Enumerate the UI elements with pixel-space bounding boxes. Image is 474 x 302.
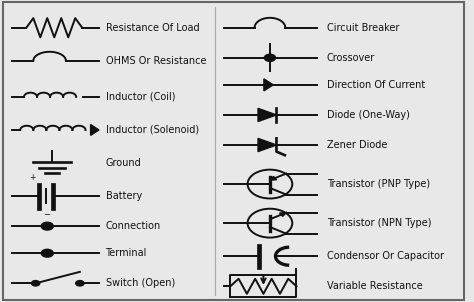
Polygon shape xyxy=(264,79,273,91)
Text: Resistance Of Load: Resistance Of Load xyxy=(106,23,199,33)
Polygon shape xyxy=(280,213,286,216)
Text: Connection: Connection xyxy=(106,221,161,231)
Text: Variable Resistance: Variable Resistance xyxy=(327,281,422,291)
Text: Inductor (Solenoid): Inductor (Solenoid) xyxy=(106,125,199,135)
Circle shape xyxy=(41,222,54,230)
Polygon shape xyxy=(258,108,276,121)
Polygon shape xyxy=(258,138,276,152)
Text: Crossover: Crossover xyxy=(327,53,375,63)
Text: Ground: Ground xyxy=(106,158,141,168)
Text: Diode (One-Way): Diode (One-Way) xyxy=(327,110,410,120)
Text: Inductor (Coil): Inductor (Coil) xyxy=(106,92,175,102)
Polygon shape xyxy=(91,124,99,135)
Text: Condensor Or Capacitor: Condensor Or Capacitor xyxy=(327,251,444,261)
Text: Zener Diode: Zener Diode xyxy=(327,140,387,150)
Circle shape xyxy=(31,281,40,286)
Text: Terminal: Terminal xyxy=(106,248,147,258)
Text: Battery: Battery xyxy=(106,191,142,201)
Text: OHMS Or Resistance: OHMS Or Resistance xyxy=(106,56,206,66)
Text: −: − xyxy=(43,210,50,220)
Text: Transistor (PNP Type): Transistor (PNP Type) xyxy=(327,179,430,189)
Text: Transistor (NPN Type): Transistor (NPN Type) xyxy=(327,218,431,228)
Circle shape xyxy=(76,281,84,286)
Text: Switch (Open): Switch (Open) xyxy=(106,278,175,288)
Circle shape xyxy=(41,249,54,257)
Polygon shape xyxy=(270,176,277,180)
Text: Direction Of Current: Direction Of Current xyxy=(327,80,425,90)
Text: Circuit Breaker: Circuit Breaker xyxy=(327,23,399,33)
Circle shape xyxy=(264,54,275,61)
Text: +: + xyxy=(29,173,36,182)
